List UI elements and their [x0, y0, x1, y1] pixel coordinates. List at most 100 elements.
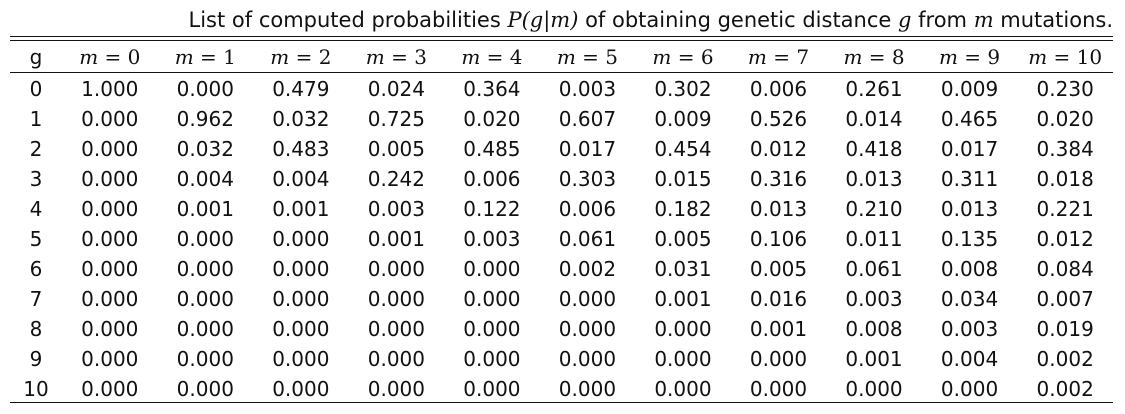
probability-cell: 0.000 [176, 347, 234, 371]
column-header-value: 3 [414, 44, 427, 69]
probability-cell: 0.000 [81, 377, 139, 401]
equals-sign: = [862, 44, 892, 69]
caption-text-after: mutations. [993, 8, 1113, 32]
probability-cell: 0.000 [272, 377, 330, 401]
probability-cell: 0.006 [463, 167, 521, 191]
probability-cell: 0.002 [558, 257, 617, 281]
table-row: 8 0.000 0.000 0.000 0.000 0.000 0.000 0.000 0.00… [10, 314, 1113, 344]
probability-cell: 0.000 [81, 197, 139, 221]
probability-cell: 0.007 [1036, 287, 1094, 311]
table-row: 0 1.000 0.000 0.479 0.024 0.364 0.003 0.302 0.00… [10, 72, 1113, 104]
probability-cell: 0.962 [176, 107, 234, 131]
probability-cell: 0.015 [654, 167, 712, 191]
column-header-value: 4 [509, 44, 523, 69]
probability-cell: 0.465 [940, 107, 999, 131]
probability-cell: 0.000 [272, 347, 330, 371]
probability-cell: 0.316 [749, 167, 808, 191]
column-header-m-10: m = 10 [1017, 41, 1113, 72]
probability-cell: 0.000 [81, 317, 139, 341]
probability-cell: 0.061 [558, 227, 617, 251]
probability-cell: 0.000 [81, 167, 139, 191]
probability-cell: 0.009 [654, 107, 712, 131]
column-header-value: 10 [1076, 44, 1103, 69]
table-row: 7 0.000 0.000 0.000 0.000 0.000 0.000 0.001 0.01… [10, 284, 1113, 314]
probability-cell: 0.000 [176, 257, 234, 281]
row-label-g: 1 [29, 107, 43, 131]
probability-cell: 0.001 [654, 287, 712, 311]
probability-cell: 0.364 [463, 77, 521, 101]
probability-cell: 0.000 [940, 377, 999, 401]
probability-cell: 0.017 [558, 137, 617, 161]
probability-cell: 0.011 [845, 227, 903, 251]
probability-cell: 0.001 [845, 347, 903, 371]
caption-math-g: g [898, 8, 912, 32]
column-header-m-9: m = 9 [922, 41, 1018, 72]
equals-sign: = [289, 44, 319, 69]
row-label-g: 6 [29, 257, 43, 281]
probability-cell: 0.001 [367, 227, 425, 251]
probability-cell: 0.005 [654, 227, 712, 251]
probability-cell: 0.000 [654, 377, 712, 401]
probability-cell: 0.000 [176, 287, 234, 311]
column-header-value: 7 [796, 44, 810, 69]
probability-cell: 0.000 [272, 317, 330, 341]
probability-cell: 0.000 [463, 377, 521, 401]
probability-cell: 0.004 [176, 167, 234, 191]
probability-cell: 0.000 [558, 377, 617, 401]
equals-sign: = [98, 44, 128, 69]
probability-cell: 0.003 [463, 227, 521, 251]
column-header-m-7: m = 7 [731, 41, 827, 72]
probability-cell: 0.001 [176, 197, 234, 221]
column-header-var: m [556, 44, 576, 69]
probability-cell: 0.000 [176, 227, 234, 251]
probability-cell: 0.384 [1036, 137, 1094, 161]
probability-cell: 0.001 [749, 317, 808, 341]
equals-sign: = [480, 44, 510, 69]
probability-cell: 0.000 [367, 377, 425, 401]
probability-cell: 0.002 [1036, 377, 1094, 401]
probability-cell: 0.000 [463, 347, 521, 371]
row-label-g: 5 [29, 227, 43, 251]
probability-cell: 0.084 [1036, 257, 1094, 281]
probability-cell: 0.000 [463, 287, 521, 311]
probability-cell: 0.182 [654, 197, 712, 221]
column-header-m-0: m = 0 [62, 41, 158, 72]
top-rule-1 [10, 36, 1113, 37]
probability-cell: 0.003 [940, 317, 999, 341]
equals-sign: = [384, 44, 415, 69]
probability-cell: 0.000 [367, 287, 425, 311]
probability-cell: 0.000 [558, 347, 617, 371]
probability-cell: 0.009 [940, 77, 999, 101]
probability-cell: 0.000 [367, 257, 425, 281]
probability-cell: 0.032 [176, 137, 234, 161]
probability-cell: 0.483 [272, 137, 330, 161]
table-row: 2 0.000 0.032 0.483 0.005 0.485 0.017 0.454 0.01… [10, 134, 1113, 164]
equals-sign: = [957, 44, 988, 69]
table-row: 4 0.000 0.001 0.001 0.003 0.122 0.006 0.182 0.01… [10, 194, 1113, 224]
probability-cell: 0.019 [1036, 317, 1094, 341]
probability-cell: 0.017 [940, 137, 999, 161]
column-header-m-1: m = 1 [158, 41, 254, 72]
probability-cell: 0.001 [272, 197, 330, 221]
column-header-var: m [461, 44, 481, 69]
probability-cell: 0.000 [81, 347, 139, 371]
row-label-g: 3 [29, 167, 43, 191]
probability-cell: 0.000 [81, 107, 139, 131]
probability-cell: 0.008 [940, 257, 999, 281]
column-header-var: m [843, 44, 863, 69]
probability-cell: 0.000 [845, 377, 903, 401]
caption-math-m: m [973, 8, 994, 32]
table-body: 0 1.000 0.000 0.479 0.024 0.364 0.003 0.302 0.00… [10, 72, 1113, 404]
probability-cell: 0.000 [176, 377, 234, 401]
probability-cell: 0.418 [845, 137, 903, 161]
probability-cell: 0.004 [272, 167, 330, 191]
probability-cell: 0.012 [1036, 227, 1094, 251]
probability-cell: 0.242 [367, 167, 425, 191]
header-rule [10, 72, 1113, 73]
probability-cell: 0.122 [463, 197, 521, 221]
probability-cell: 0.311 [940, 167, 999, 191]
equals-sign: = [1047, 44, 1077, 69]
column-header-var: m [270, 44, 290, 69]
caption-text-before: List of computed probabilities [188, 8, 508, 32]
column-header-var: m [174, 44, 194, 69]
